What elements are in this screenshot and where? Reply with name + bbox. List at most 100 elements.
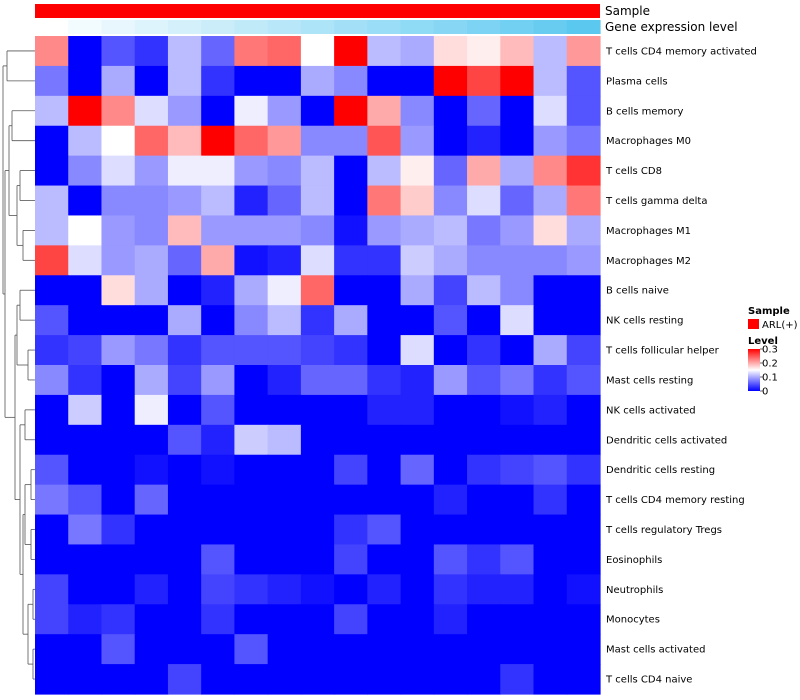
- heatmap-cell: [35, 365, 69, 396]
- heatmap-cell: [400, 36, 435, 67]
- heatmap-cell: [566, 335, 601, 366]
- heatmap-cell: [566, 215, 601, 246]
- heatmap-cell: [300, 394, 335, 426]
- heatmap-cell: [467, 544, 501, 575]
- heatmap-cell: [68, 65, 103, 97]
- heatmap-cell: [35, 125, 69, 157]
- heatmap-cell: [267, 424, 302, 456]
- legend-sample-title: Sample: [748, 306, 790, 317]
- heatmap-cell: [134, 36, 169, 67]
- expression-track-cell: [566, 20, 601, 34]
- heatmap-cell: [500, 65, 535, 97]
- heatmap-cell: [400, 544, 435, 575]
- heatmap-cell: [201, 95, 236, 127]
- heatmap-cell: [433, 514, 468, 546]
- heatmap-cell: [367, 245, 402, 276]
- heatmap-cell: [533, 604, 568, 635]
- heatmap-cell: [234, 275, 269, 306]
- heatmap-cell: [68, 185, 103, 217]
- heatmap-cell: [234, 36, 269, 67]
- heatmap-cell: [566, 574, 601, 605]
- heatmap-cell: [267, 394, 302, 426]
- heatmap-cell: [167, 245, 202, 276]
- heatmap-cell: [334, 514, 368, 546]
- heatmap-cell: [234, 634, 269, 665]
- heatmap-cell: [101, 544, 136, 575]
- heatmap-cell: [234, 454, 269, 486]
- heatmap-cell: [300, 305, 335, 336]
- heatmap-cell: [533, 36, 568, 67]
- heatmap-cell: [134, 574, 169, 605]
- heatmap-cell: [400, 215, 435, 246]
- heatmap-cell: [367, 604, 402, 635]
- heatmap-cell: [234, 574, 269, 605]
- heatmap-cell: [367, 95, 402, 127]
- heatmap-cell: [101, 424, 136, 456]
- row-label: T cells regulatory Tregs: [605, 525, 722, 536]
- heatmap-cell: [267, 604, 302, 635]
- expression-track-cell: [201, 20, 236, 34]
- heatmap-cell: [267, 185, 302, 217]
- heatmap-cell: [267, 664, 302, 695]
- legend-sample-swatch: [748, 319, 759, 329]
- heatmap-cell: [566, 454, 601, 486]
- heatmap-cell: [566, 394, 601, 426]
- heatmap-cell: [167, 394, 202, 426]
- heatmap-cell: [433, 335, 468, 366]
- heatmap-cell: [201, 305, 236, 336]
- heatmap-cell: [433, 604, 468, 635]
- heatmap-cell: [234, 65, 269, 97]
- heatmap-cell: [267, 95, 302, 127]
- heatmap-cell: [167, 305, 202, 336]
- heatmap-cell: [467, 215, 501, 246]
- heatmap-cell: [367, 634, 402, 665]
- heatmap-cell: [300, 125, 335, 157]
- heatmap-cell: [433, 65, 468, 97]
- heatmap-cell: [201, 484, 236, 516]
- heatmap-cell: [234, 394, 269, 426]
- heatmap-cell: [300, 514, 335, 546]
- heatmap-cell: [68, 454, 103, 486]
- heatmap-cell: [134, 664, 169, 695]
- expression-track-cell: [334, 20, 368, 34]
- heatmap-cell: [566, 634, 601, 665]
- legend-tick-label: 0: [762, 387, 768, 398]
- row-label: Eosinophils: [606, 555, 662, 566]
- heatmap-cell: [566, 305, 601, 336]
- row-label: T cells follicular helper: [605, 346, 720, 357]
- heatmap-cell: [300, 574, 335, 605]
- heatmap-cell: [201, 544, 236, 575]
- heatmap-cell: [334, 574, 368, 605]
- heatmap-cell: [35, 185, 69, 217]
- heatmap-cell: [467, 155, 501, 187]
- heatmap-cell: [367, 574, 402, 605]
- heatmap-cell: [500, 454, 535, 486]
- heatmap-cell: [500, 305, 535, 336]
- heatmap-cell: [68, 514, 103, 546]
- heatmap-cell: [101, 454, 136, 486]
- heatmap-cell: [68, 574, 103, 605]
- heatmap-cell: [533, 574, 568, 605]
- heatmap-cell: [35, 454, 69, 486]
- heatmap-cell: [300, 185, 335, 217]
- heatmap-cell: [400, 335, 435, 366]
- heatmap-cell: [267, 574, 302, 605]
- heatmap-cell: [367, 155, 402, 187]
- row-labels: T cells CD4 memory activated Plasma cells…: [605, 46, 757, 685]
- heatmap-cell: [101, 634, 136, 665]
- legend: Sample ARL(+) Level 0.3 0.2 0.1 0: [748, 306, 798, 398]
- heatmap-cell: [167, 634, 202, 665]
- heatmap-cell: [533, 514, 568, 546]
- heatmap-cell: [467, 664, 501, 695]
- heatmap-cell: [367, 514, 402, 546]
- heatmap-cell: [134, 365, 169, 396]
- heatmap-cell: [500, 95, 535, 127]
- row-label: Macrophages M2: [606, 256, 691, 267]
- heatmap-cell: [201, 215, 236, 246]
- heatmap-cells: [35, 36, 601, 695]
- heatmap-cell: [467, 245, 501, 276]
- heatmap-cell: [201, 155, 236, 187]
- heatmap-cell: [201, 634, 236, 665]
- heatmap-cell: [101, 215, 136, 246]
- heatmap-cell: [500, 275, 535, 306]
